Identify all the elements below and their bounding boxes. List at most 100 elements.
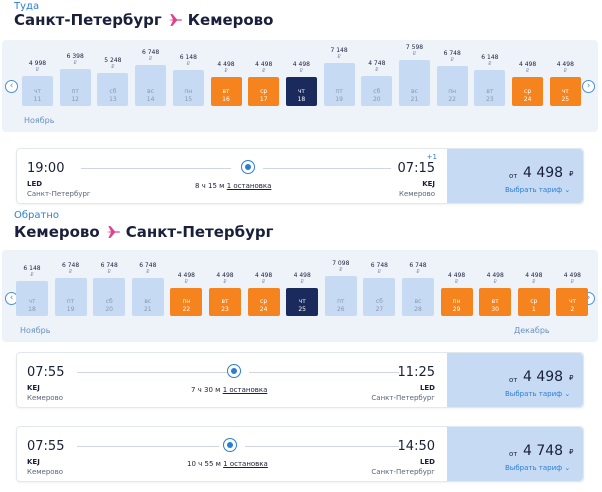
chevron-left-icon[interactable]: ‹ (5, 80, 18, 93)
fare-box[interactable]: от 4 498 ₽ Выбрать тариф ⌄ (447, 353, 583, 407)
date-bar-day: 2 (570, 305, 575, 313)
date-bar-27[interactable]: сб 27 (363, 278, 396, 316)
route-line (77, 446, 219, 447)
currency-symbol: ₽ (377, 269, 381, 276)
date-bar-weekday: ср (260, 298, 268, 305)
date-bar-17[interactable]: ср 17 (248, 77, 280, 106)
date-bar-19[interactable]: пт 19 (323, 63, 355, 106)
stops-link[interactable]: 1 остановка (226, 182, 272, 190)
currency-symbol: ₽ (532, 279, 536, 286)
date-bar-16[interactable]: вт 16 (210, 77, 242, 106)
date-bar-12[interactable]: пт 12 (59, 69, 91, 106)
date-bar-day: 14 (146, 95, 155, 103)
date-bar-14[interactable]: вс 14 (135, 65, 167, 106)
stop-dot-icon (241, 160, 255, 174)
fare-box[interactable]: от 4 498 ₽ Выбрать тариф ⌄ (447, 149, 583, 203)
date-bar-18[interactable]: чт 18 (16, 281, 48, 316)
price-from-label: от (509, 172, 518, 180)
inbound-route-title: Кемерово Санкт-Петербург (14, 223, 273, 241)
date-bar-weekday: вт (491, 298, 499, 305)
date-bar-28[interactable]: вс 28 (402, 278, 434, 316)
date-bar-22[interactable]: пн 22 (170, 288, 203, 316)
departure-airport-code: KEJ (27, 384, 40, 392)
chevron-left-icon[interactable]: ‹ (5, 292, 18, 305)
date-bar-25[interactable]: чт 25 (549, 77, 581, 106)
chevron-down-icon: ⌄ (564, 186, 571, 194)
date-bar-23[interactable]: вт 23 (474, 70, 506, 106)
date-bar-price: 4 498 ₽ (282, 272, 322, 286)
chevron-down-icon: ⌄ (564, 390, 571, 398)
date-bar-13[interactable]: сб 13 (97, 73, 129, 106)
date-bar-weekday: сб (109, 88, 117, 95)
stops-link[interactable]: 1 остановка (222, 386, 268, 394)
date-bar-weekday: вс (414, 298, 422, 305)
date-bar-day: 18 (28, 305, 36, 313)
date-bar-21[interactable]: вс 21 (399, 60, 430, 106)
date-bar-20[interactable]: сб 20 (361, 76, 393, 106)
currency-symbol: ₽ (526, 68, 530, 75)
currency-symbol: ₽ (186, 61, 190, 68)
date-bar-price-value: 7 598 (405, 44, 424, 52)
date-bar-day: 11 (33, 95, 42, 103)
date-bar-1[interactable]: ср 1 (517, 288, 550, 316)
currency-symbol: ₽ (337, 54, 341, 61)
date-bar-19[interactable]: пт 19 (54, 278, 87, 316)
chevron-right-icon[interactable]: › (582, 80, 595, 93)
date-bar-price: 6 148 ₽ (169, 54, 208, 68)
date-bar-price-value: 4 498 (216, 272, 234, 280)
date-bar-22[interactable]: пн 22 (436, 66, 468, 106)
date-bar-price: 4 498 ₽ (244, 272, 284, 286)
date-bar-weekday: пт (66, 298, 75, 305)
arrival-time: 11:25 (397, 365, 435, 380)
departure-time: 19:00 (27, 161, 65, 176)
date-bar-price: 4 498 ₽ (205, 272, 245, 286)
currency-symbol: ₽ (493, 279, 497, 286)
choose-fare-label: Выбрать тариф (505, 186, 563, 194)
date-bar-weekday: вс (144, 298, 152, 305)
inbound-flight-card[interactable]: 07:55 KEJ Кемерово 7 ч 30 м 1 остановка … (16, 352, 584, 408)
date-bar-29[interactable]: пн 29 (440, 288, 473, 316)
date-bar-11[interactable]: чт 11 (22, 76, 53, 106)
date-bar-18[interactable]: чт 18 (285, 77, 317, 106)
choose-fare-button[interactable]: Выбрать тариф ⌄ (505, 464, 570, 472)
departure-city: Кемерово (27, 468, 63, 476)
fare-box[interactable]: от 4 748 ₽ Выбрать тариф ⌄ (447, 427, 583, 481)
stops-link[interactable]: 1 остановка (223, 460, 268, 468)
outbound-flight-card[interactable]: 19:00 LED Санкт-Петербург 8 ч 15 м 1 ост… (16, 148, 584, 204)
arrival-time: 07:15 (397, 161, 435, 176)
date-bar-weekday: чт (561, 88, 569, 95)
date-bar-30[interactable]: вт 30 (479, 288, 512, 316)
date-bar-26[interactable]: пт 26 (324, 276, 357, 316)
date-bar-weekday: чт (297, 88, 305, 95)
currency-symbol: ₽ (416, 269, 420, 276)
date-bar-price-value: 6 748 (370, 262, 388, 270)
inbound-flight-card[interactable]: 07:55 KEJ Кемерово 10 ч 55 м 1 остановка… (16, 426, 584, 482)
date-bar-price: 6 748 ₽ (433, 50, 472, 64)
currency-symbol: ₽ (339, 267, 343, 274)
date-bar-2[interactable]: чт 2 (556, 288, 589, 316)
date-bar-price-value: 6 748 (142, 49, 160, 57)
currency-symbol: ₽ (69, 269, 73, 276)
date-bar-price-value: 6 748 (139, 262, 157, 270)
date-bar-price-value: 4 498 (563, 272, 581, 280)
route-line (77, 372, 227, 373)
date-bar-price-value: 4 498 (292, 61, 310, 69)
currency-symbol: ₽ (569, 448, 574, 456)
date-bar-25[interactable]: чт 25 (286, 288, 319, 316)
date-bar-15[interactable]: пн 15 (172, 70, 204, 106)
choose-fare-button[interactable]: Выбрать тариф ⌄ (505, 186, 570, 194)
date-bar-weekday: чт (568, 298, 576, 305)
date-bar-day: 28 (414, 305, 422, 313)
date-bar-day: 17 (259, 95, 268, 103)
date-bar-price: 7 098 ₽ (321, 260, 361, 274)
date-bar-24[interactable]: ср 24 (512, 77, 544, 106)
date-bar-price-value: 4 498 (525, 272, 543, 280)
choose-fare-button[interactable]: Выбрать тариф ⌄ (505, 390, 570, 398)
date-bar-price-value: 7 098 (332, 260, 350, 268)
date-bar-24[interactable]: ср 24 (247, 288, 280, 316)
date-bar-21[interactable]: вс 21 (131, 278, 164, 316)
stop-dot-icon (223, 438, 237, 452)
date-bar-price: 4 498 ₽ (166, 272, 206, 286)
date-bar-23[interactable]: вт 23 (209, 288, 241, 316)
date-bar-20[interactable]: сб 20 (93, 278, 126, 316)
